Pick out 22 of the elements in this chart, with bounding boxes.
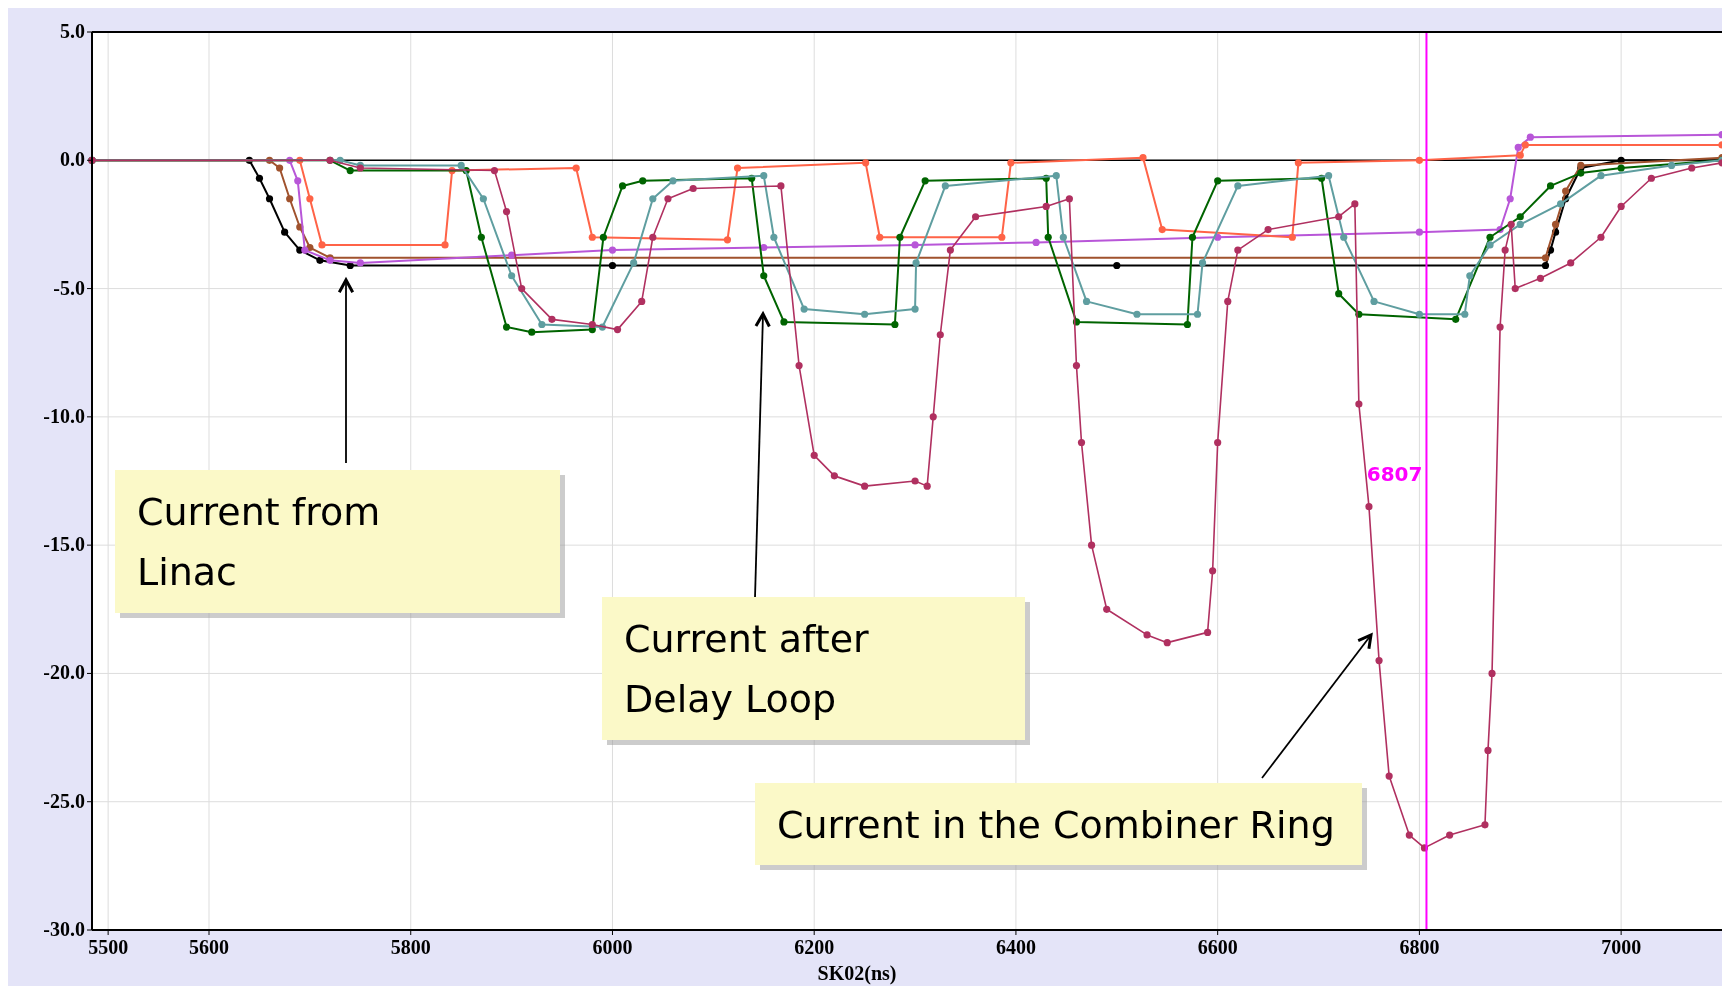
x-axis-title: SK02(ns) [817,962,897,985]
x-tick-label: 5500 [88,936,129,958]
y-tick-label: -5.0 [53,276,85,299]
x-tick-label: 5600 [189,936,229,958]
y-tick-label: -25.0 [43,789,85,812]
x-tick-label: 6600 [1197,936,1238,958]
y-tick-label: -30.0 [43,918,85,940]
x-tick-label: 6400 [995,936,1036,958]
annotation: Current after Delay Loop [624,617,870,721]
x-tick-label: 7000 [1601,936,1642,958]
x-tick-label: 6000 [592,936,633,958]
ref-line-label: 6807 [1366,462,1423,486]
y-tick-label: -15.0 [43,533,85,556]
y-tick-label: 0.0 [60,148,85,171]
y-tick-label: -20.0 [43,661,85,684]
x-tick-label: 5800 [390,936,431,958]
x-tick-label: 6200 [794,936,835,958]
annotation: Current in the Combiner Ring [777,803,1335,847]
x-tick-label: 6800 [1399,936,1440,958]
annotation: Current from Linac [137,490,381,594]
y-tick-label: -10.0 [43,404,85,427]
y-tick-label: 5.0 [60,20,85,42]
